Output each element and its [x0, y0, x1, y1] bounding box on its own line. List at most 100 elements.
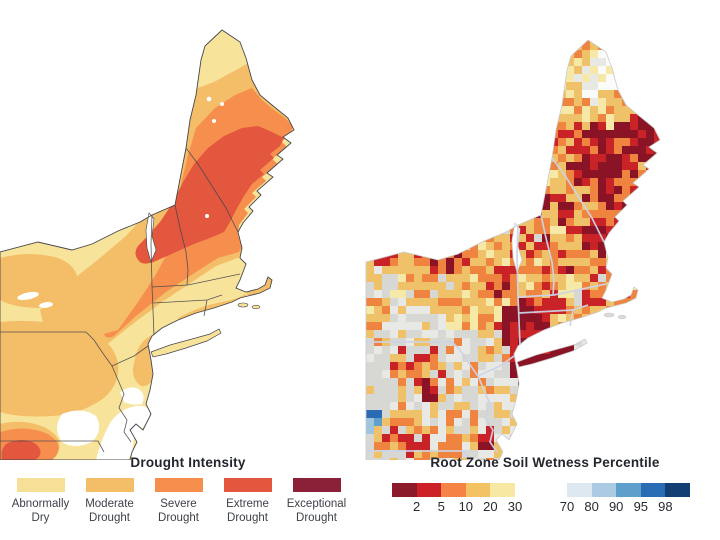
- soil-wetness-cell: [598, 298, 606, 306]
- soil-wetness-cell: [446, 154, 454, 162]
- soil-wetness-cell: [382, 50, 390, 58]
- soil-wetness-cell: [622, 178, 630, 186]
- soil-wetness-cell: [398, 434, 406, 442]
- soil-wetness-cell: [430, 322, 438, 330]
- soil-wetness-cell: [382, 106, 390, 114]
- soil-wetness-cell: [390, 50, 398, 58]
- soil-wetness-cell: [486, 186, 494, 194]
- soil-wetness-cell: [606, 42, 614, 50]
- soil-wetness-cell: [670, 138, 678, 146]
- soil-wetness-cell: [534, 162, 542, 170]
- soil-wetness-cell: [550, 98, 558, 106]
- soil-wetness-cell: [550, 394, 558, 402]
- soil-wetness-cell: [550, 418, 558, 426]
- soil-wetness-cell: [438, 290, 446, 298]
- soil-wetness-cell: [542, 266, 550, 274]
- soil-wetness-cell: [550, 338, 558, 346]
- soil-wetness-cell: [662, 234, 670, 242]
- soil-wetness-cell: [566, 42, 574, 50]
- soil-wetness-cell: [574, 338, 582, 346]
- soil-wetness-cell: [494, 26, 502, 34]
- soil-wetness-cell: [566, 362, 574, 370]
- soil-wetness-cell: [454, 234, 462, 242]
- soil-wetness-cell: [406, 42, 414, 50]
- soil-wetness-cell: [510, 362, 518, 370]
- soil-wetness-cell: [398, 138, 406, 146]
- soil-wetness-cell: [470, 210, 478, 218]
- soil-wetness-cell: [478, 186, 486, 194]
- soil-wetness-cell: [654, 154, 660, 162]
- soil-wetness-cell: [414, 258, 422, 266]
- soil-wetness-cell: [534, 418, 542, 426]
- soil-wetness-cell: [414, 66, 422, 74]
- soil-wetness-cell: [518, 370, 526, 378]
- soil-wetness-cell: [478, 258, 486, 266]
- soil-wetness-cell: [550, 74, 558, 82]
- soil-wetness-cell: [662, 106, 670, 114]
- soil-wetness-cell: [406, 58, 414, 66]
- soil-wetness-cell: [534, 202, 542, 210]
- soil-wetness-cell: [470, 330, 478, 338]
- soil-wetness-cell: [414, 242, 422, 250]
- soil-wetness-cell: [526, 58, 534, 66]
- soil-wetness-cell: [598, 370, 606, 378]
- soil-wetness-cell: [574, 250, 582, 258]
- soil-wetness-cell: [574, 330, 582, 338]
- soil-wetness-cell: [422, 146, 430, 154]
- soil-wetness-cell: [454, 210, 462, 218]
- soil-wetness-cell: [470, 202, 478, 210]
- soil-wetness-cell: [390, 330, 398, 338]
- soil-wetness-cell: [518, 202, 526, 210]
- soil-wetness-cell: [390, 162, 398, 170]
- soil-wetness-cell: [414, 330, 422, 338]
- soil-wetness-cell: [446, 346, 454, 354]
- soil-wetness-cell: [638, 250, 646, 258]
- soil-wetness-cell: [462, 74, 470, 82]
- soil-wetness-cell: [478, 202, 486, 210]
- soil-wetness-cell: [542, 314, 550, 322]
- soil-wetness-cell: [390, 314, 398, 322]
- soil-wetness-cell: [510, 82, 518, 90]
- soil-wetness-cell: [574, 202, 582, 210]
- soil-wetness-cell: [446, 386, 454, 394]
- soil-wetness-cell: [454, 74, 462, 82]
- soil-wetness-cell: [494, 114, 502, 122]
- soil-wetness-cell: [382, 162, 390, 170]
- soil-wetness-cell: [606, 298, 614, 306]
- soil-wetness-cell: [438, 58, 446, 66]
- soil-wetness-cell: [478, 178, 486, 186]
- soil-wetness-cell: [662, 202, 670, 210]
- soil-wetness-cell: [598, 330, 606, 338]
- soil-wetness-cell: [606, 322, 614, 330]
- soil-wetness-cell: [510, 210, 518, 218]
- soil-wetness-cell: [614, 418, 622, 426]
- soil-wetness-cell: [598, 250, 606, 258]
- soil-wetness-cell: [630, 370, 638, 378]
- soil-wetness-cell: [582, 442, 590, 450]
- soil-wetness-cell: [518, 98, 526, 106]
- soil-wetness-cell: [654, 242, 660, 250]
- soil-wetness-cell: [526, 330, 534, 338]
- soil-wetness-cell: [502, 186, 510, 194]
- soil-wetness-cell: [566, 114, 574, 122]
- soil-wetness-cell: [590, 242, 598, 250]
- soil-wetness-cell: [542, 210, 550, 218]
- soil-wetness-cell: [654, 178, 660, 186]
- soil-wetness-cell: [438, 26, 446, 34]
- soil-wetness-cell: [406, 282, 414, 290]
- soil-wetness-cell: [422, 458, 430, 460]
- soil-wetness-cell: [478, 42, 486, 50]
- soil-wetness-cell: [382, 322, 390, 330]
- soil-wetness-cell: [598, 290, 606, 298]
- soil-wetness-cell: [446, 290, 454, 298]
- soil-wetness-cell: [582, 346, 590, 354]
- soil-wetness-cell: [566, 234, 574, 242]
- soil-wetness-cell: [590, 154, 598, 162]
- soil-wetness-cell: [646, 330, 654, 338]
- soil-wetness-cell: [638, 386, 646, 394]
- soil-wetness-cell: [526, 82, 534, 90]
- percentile-label: 10: [458, 499, 474, 514]
- soil-wetness-cell: [662, 130, 670, 138]
- soil-wetness-cell: [494, 194, 502, 202]
- soil-wetness-cell: [606, 194, 614, 202]
